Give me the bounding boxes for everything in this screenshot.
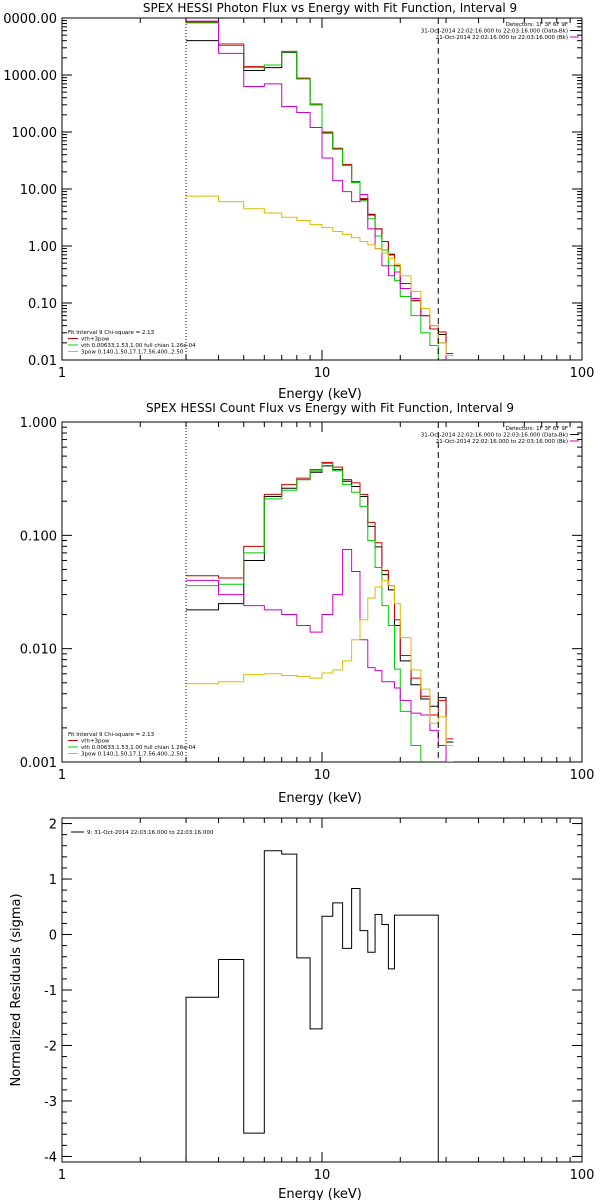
- x-tick-label: 10: [314, 1168, 331, 1183]
- series-background-line: [186, 20, 447, 360]
- photon-flux-title: SPEX HESSI Photon Flux vs Energy with Fi…: [143, 1, 517, 15]
- series-power-line: [186, 579, 454, 746]
- y-tick-label: 2: [49, 818, 57, 833]
- series-group: [186, 20, 454, 360]
- photon-flux-xlabel: Energy (keV): [278, 387, 362, 402]
- y-tick-label: 1.00: [28, 240, 57, 255]
- annotation-text: 21-Oct-2014 22:02:16.000 to 22:03:16.000…: [436, 35, 568, 41]
- y-tick-label: 0.100: [20, 529, 57, 544]
- annotation-text: Detectors: 1F 3F 6F 9F: [506, 22, 568, 28]
- y-tick-label: -3: [44, 1095, 57, 1110]
- annotation-text: 31-Oct-2014 22:02:16.000 to 22:03:16.000…: [421, 433, 568, 439]
- residuals-xlabel: Energy (keV): [278, 1187, 362, 1200]
- y-tick-label: -2: [44, 1039, 57, 1054]
- count-flux-panel: SPEX HESSI Count Flux vs Energy with Fit…: [20, 401, 595, 806]
- x-tick-label: 1: [58, 768, 66, 783]
- residual-legend-text: 9: 31-Oct-2014 22:03:16.000 to 22:03:16.…: [87, 830, 214, 836]
- series-group: [186, 461, 454, 762]
- fit-legend-text: Fit Interval 9 Chi-square = 2.13: [68, 732, 155, 738]
- residuals-ylabel: Normalized Residuals (sigma): [9, 893, 24, 1086]
- annotation-text: 31-Oct-2014 22:02:16.000 to 22:03:16.000…: [421, 29, 568, 35]
- annotation-text: Detectors: 1F 3F 6F 9F: [506, 426, 568, 432]
- fit-legend-text: vth 0.00633,1.53,1.00 full chian 1.26e-0…: [81, 745, 196, 751]
- count-flux-title: SPEX HESSI Count Flux vs Energy with Fit…: [146, 401, 514, 415]
- plot-frame: [61, 17, 583, 361]
- x-tick-label: 100: [570, 366, 595, 381]
- series-data-line: [186, 465, 454, 743]
- photon-flux-plot: 1 10 100 0.01 0.10 1.00 10.00 100.00 1000.00 0000…: [3, 12, 595, 381]
- y-tick-label: 100.00: [12, 126, 58, 141]
- x-tick-label: 10: [314, 366, 331, 381]
- photon-flux-panel: SPEX HESSI Photon Flux vs Energy with Fi…: [3, 1, 594, 402]
- fit-legend-text: vth 0.00633,1.53,1.00 full chian 1.26e-0…: [81, 343, 196, 349]
- y-tick-label: 1: [49, 873, 57, 888]
- series-power-line: [186, 195, 454, 356]
- fit-legend-text: vth+3pow: [81, 337, 110, 343]
- series-group: [185, 850, 439, 1162]
- series-background-line: [186, 548, 454, 762]
- count-flux-plot: 1 10 100 0.001 0.010 0.100 1.000 Detectors: 1F …: [20, 416, 595, 783]
- x-tick-label: 100: [570, 1168, 595, 1183]
- residuals-panel: 1 10 100 -4 -3 -2 -1 0 1 2 9: 31-Oct-2014 22:03:16…: [9, 817, 595, 1200]
- y-tick-label: 0.01: [28, 354, 57, 369]
- series-fit-line: [186, 461, 454, 740]
- plot-frame: [61, 421, 583, 763]
- x-tick-label: 1: [58, 1168, 66, 1183]
- y-tick-label: -4: [44, 1150, 57, 1165]
- series-thermal-line: [186, 22, 439, 360]
- y-tick-label: 0000.00: [3, 12, 57, 27]
- series-residuals-line: [185, 850, 439, 1162]
- y-tick-label: 0: [49, 929, 57, 944]
- x-tick-label: 1: [58, 366, 66, 381]
- y-tick-label: 10.00: [20, 183, 57, 198]
- y-tick-label: 0.001: [20, 756, 57, 771]
- series-thermal-line: [186, 463, 422, 762]
- fit-legend-text: 3pow 0.140,1.50,17.1,7.56,400.,2.50: [81, 752, 184, 758]
- fit-legend-text: 3pow 0.140,1.50,17.1,7.56,400.,2.50: [81, 350, 184, 356]
- y-tick-label: 0.10: [28, 297, 57, 312]
- y-tick-label: 1000.00: [3, 69, 57, 84]
- x-tick-label: 100: [570, 768, 595, 783]
- y-tick-label: -1: [44, 984, 57, 999]
- count-flux-xlabel: Energy (keV): [278, 791, 362, 806]
- fit-legend-text: Fit Interval 9 Chi-square = 2.13: [68, 330, 155, 336]
- residuals-plot: 1 10 100 -4 -3 -2 -1 0 1 2 9: 31-Oct-2014 22:03:16…: [44, 817, 595, 1183]
- y-tick-label: 1.000: [20, 416, 57, 431]
- y-tick-label: 0.010: [20, 643, 57, 658]
- annotation-text: 21-Oct-2014 22:02:16.000 to 22:03:16.000…: [436, 439, 568, 445]
- series-data-line: [186, 40, 454, 356]
- series-fit-line: [186, 21, 454, 355]
- x-tick-label: 10: [314, 768, 331, 783]
- fit-legend-text: vth+3pow: [81, 739, 110, 745]
